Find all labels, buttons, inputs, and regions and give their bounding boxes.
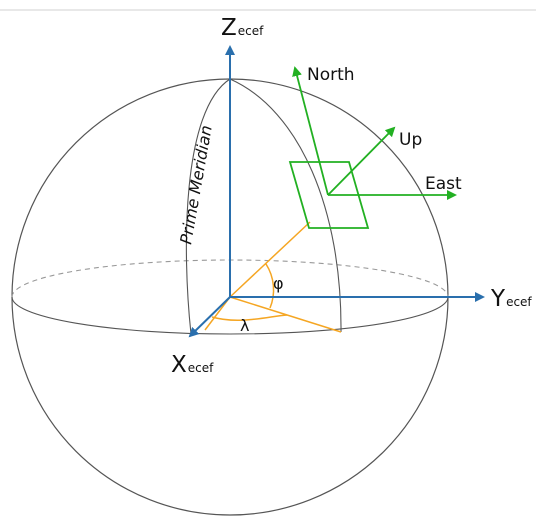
up-arrow: [327, 126, 396, 196]
east-label: East: [425, 174, 462, 194]
local-meridian-curve: [229, 78, 342, 333]
prime-meridian-label: Prime Meridian: [176, 124, 216, 246]
radius-to-point-line: [229, 221, 311, 298]
prime-meridian-curve: [185, 78, 231, 335]
x-axis-label: Xecef: [171, 352, 214, 378]
y-axis-label: Yecef: [490, 286, 532, 312]
up-label: Up: [399, 130, 422, 150]
latitude-symbol: φ: [273, 274, 284, 293]
x-axis-arrow: [188, 296, 231, 338]
latitude-angle-arc: [265, 263, 275, 309]
x-axis-reference-line: [204, 296, 231, 331]
longitude-angle-arc: [211, 314, 288, 322]
north-arrow: [292, 66, 329, 196]
north-label: North: [307, 65, 355, 85]
tangent-plane: [288, 161, 370, 229]
longitude-symbol: λ: [240, 316, 249, 335]
z-axis-label: Zecef: [221, 15, 264, 41]
equator-front: [11, 296, 449, 335]
